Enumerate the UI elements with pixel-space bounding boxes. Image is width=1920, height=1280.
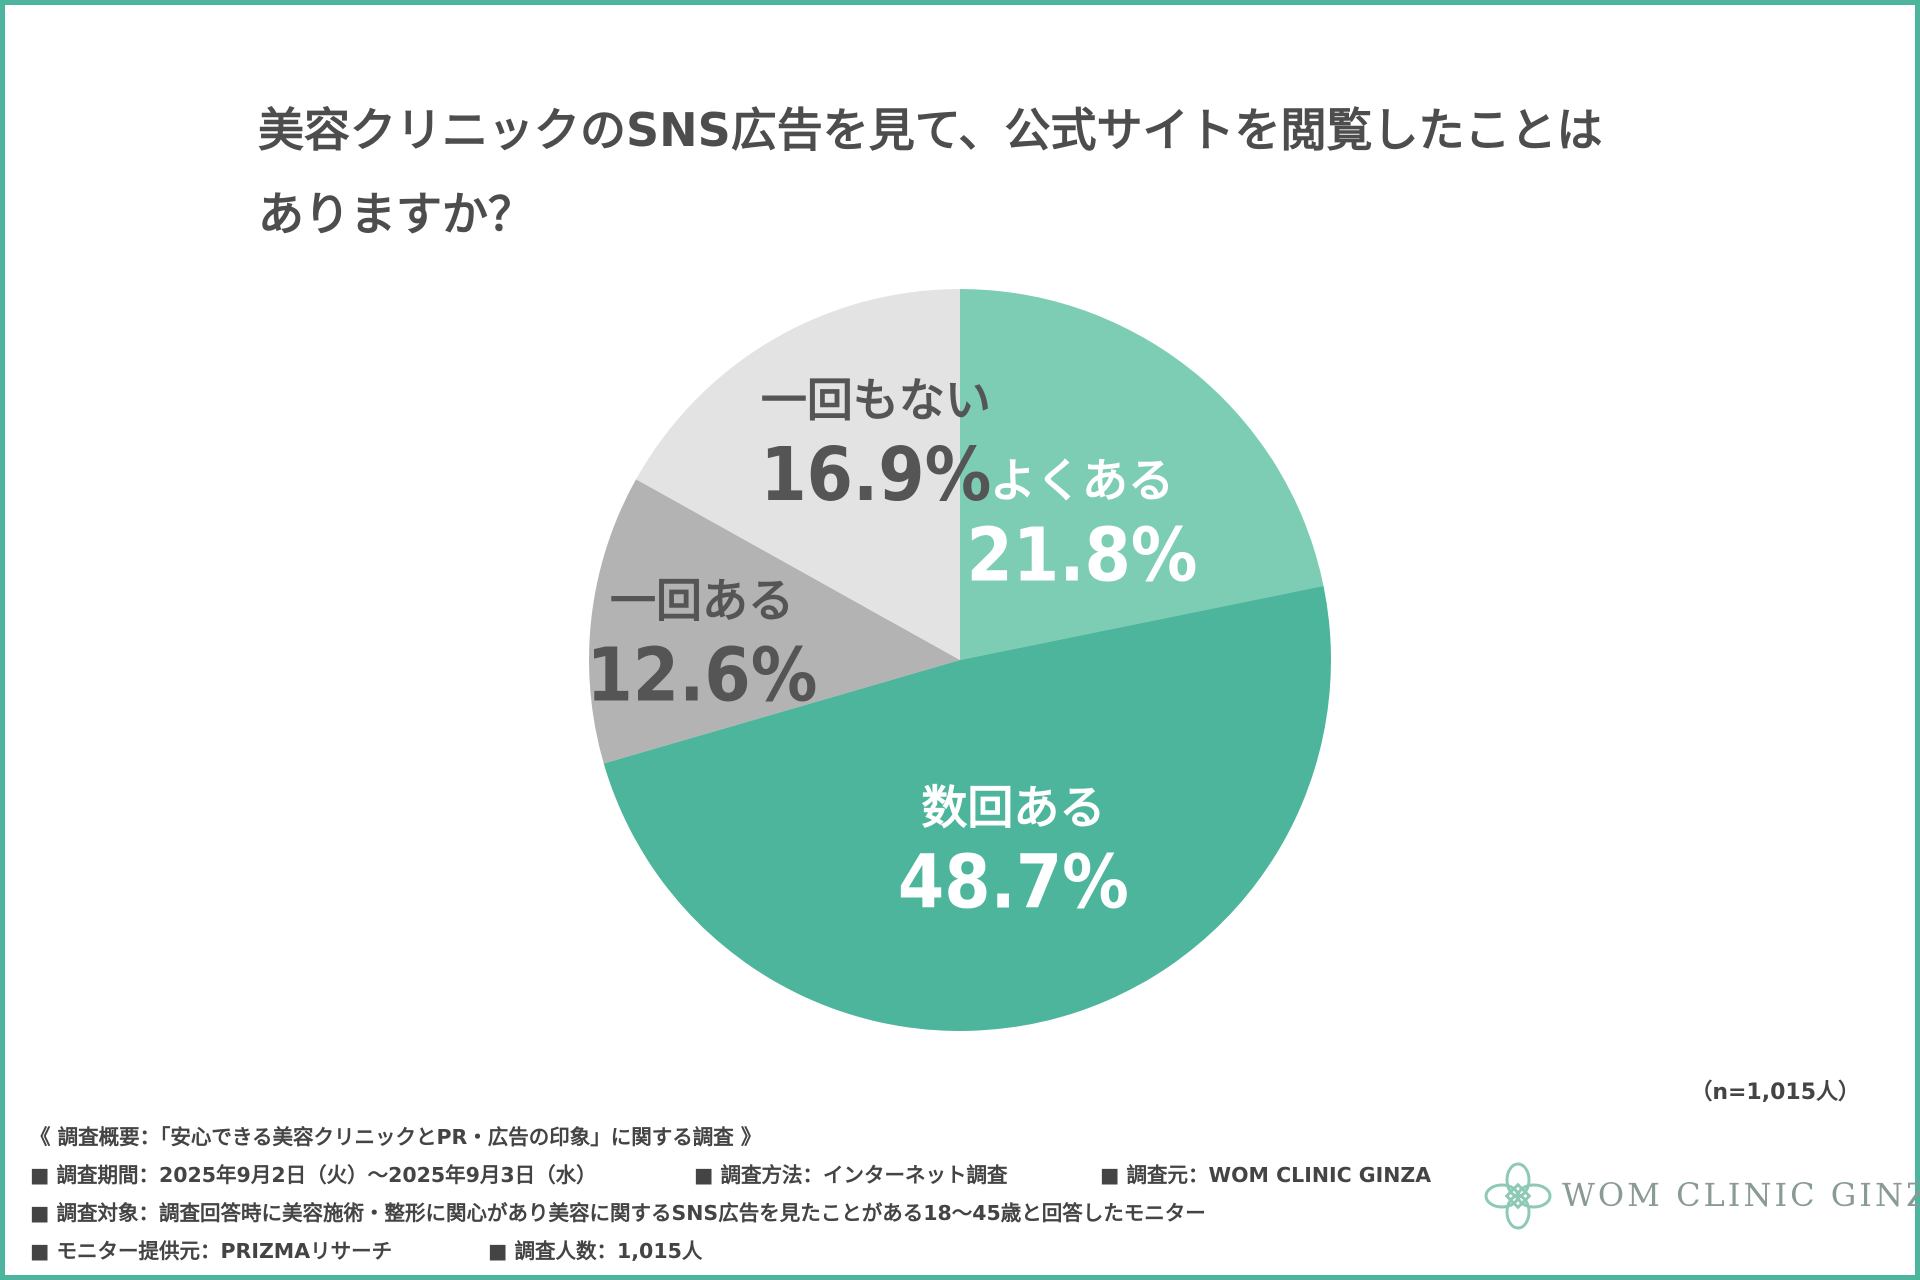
survey-row-3: ■ 調査対象：調査回答時に美容施術・整形に関心があり美容に関するSNS広告を見た… (30, 1194, 1470, 1232)
chart-title-line-1: 美容クリニックのSNS広告を見て、公式サイトを閲覧したことは (258, 103, 1603, 157)
pie-slice (960, 289, 1324, 660)
slice-value-label: 48.7% (898, 840, 1129, 926)
sample-size-note: （n=1,015人） (1690, 1080, 1860, 1105)
slice-label: よくある (990, 454, 1174, 508)
survey-count: ■ 調査人数：1,015人 (488, 1239, 703, 1263)
chart-title-line-2: ありますか？ (258, 187, 534, 241)
survey-overview-row: 《 調査概要：「安心できる美容クリニックとPR・広告の印象」に関する調査 》 (30, 1118, 1470, 1156)
survey-overview: 《 調査概要：「安心できる美容クリニックとPR・広告の印象」に関する調査 》 ■… (30, 1118, 1470, 1270)
slice-value-label: 21.8% (967, 513, 1198, 599)
slice-label: 一回もない (761, 373, 991, 427)
brand-logo-text: WOM CLINIC GINZA (1562, 1176, 1920, 1214)
survey-overview-title: 《 調査概要：「安心できる美容クリニックとPR・広告の印象」に関する調査 》 (30, 1125, 762, 1149)
slice-value-label: 16.9% (760, 432, 991, 518)
survey-source: ■ 調査元：WOM CLINIC GINZA (1100, 1163, 1432, 1187)
survey-provider: ■ モニター提供元：PRIZMAリサーチ (30, 1239, 393, 1263)
survey-method: ■ 調査方法：インターネット調査 (694, 1163, 1008, 1187)
slice-label: 一回ある (610, 574, 794, 628)
clover-flower-icon (1484, 1162, 1552, 1230)
survey-period: ■ 調査期間：2025年9月2日（火）～2025年9月3日（水） (30, 1163, 597, 1187)
survey-row-2: ■ 調査期間：2025年9月2日（火）～2025年9月3日（水） ■ 調査方法：… (30, 1156, 1470, 1194)
slice-value-label: 12.6% (586, 633, 817, 719)
brand-logo: WOM CLINIC GINZA (1478, 1156, 1920, 1236)
pie-slice (588, 479, 960, 764)
survey-row-4: ■ モニター提供元：PRIZMAリサーチ ■ 調査人数：1,015人 (30, 1232, 1470, 1270)
slice-label: 数回ある (921, 781, 1105, 835)
pie-slice (636, 289, 960, 660)
chart-title: 美容クリニックのSNS広告を見て、公式サイトを閲覧したことは ありますか？ (258, 88, 1758, 256)
survey-target: ■ 調査対象：調査回答時に美容施術・整形に関心があり美容に関するSNS広告を見た… (30, 1201, 1206, 1225)
pie-slice (603, 585, 1331, 1031)
